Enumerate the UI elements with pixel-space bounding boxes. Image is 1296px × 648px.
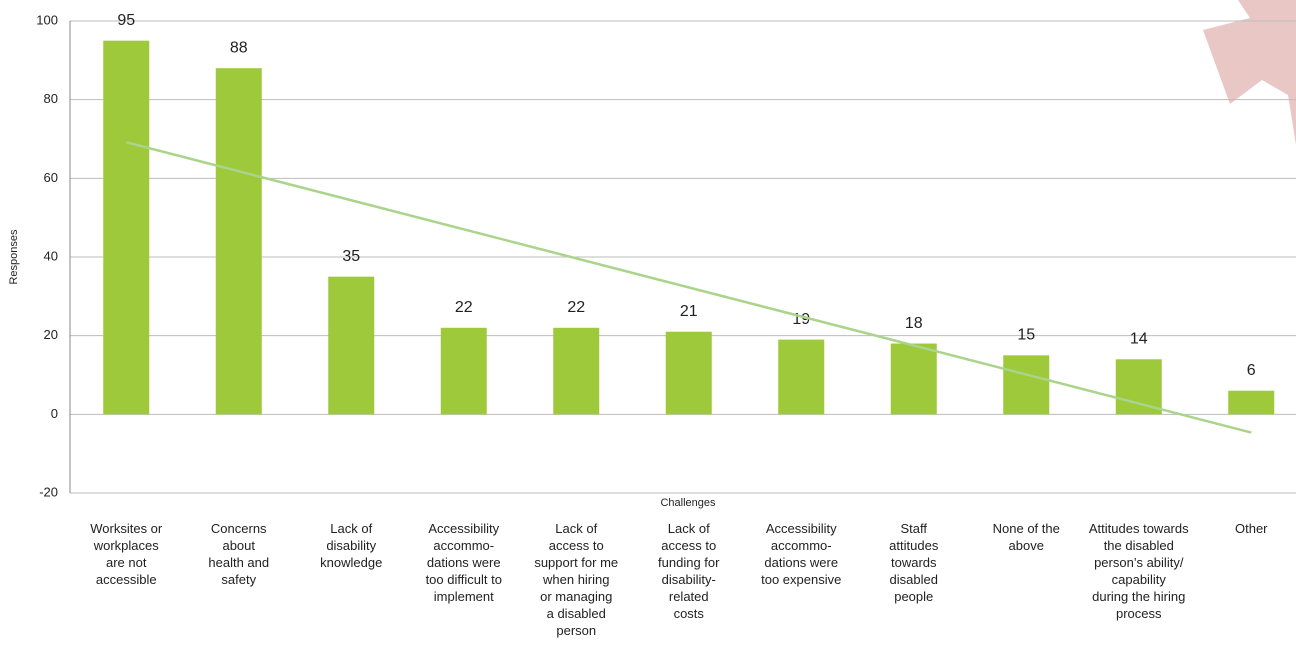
bar: [553, 327, 600, 415]
value-label: 35: [342, 248, 360, 265]
decoration: [1203, 0, 1296, 145]
y-tick-label: 60: [44, 170, 58, 185]
value-label: 18: [905, 315, 923, 332]
y-tick-label: 0: [51, 406, 58, 421]
y-tick-label: 40: [44, 248, 58, 263]
x-axis-title: Challenges: [660, 497, 716, 509]
x-tick-label: Staff attitudes towards disabled people: [889, 521, 939, 604]
value-label: 22: [455, 299, 473, 316]
bar: [103, 40, 150, 415]
x-tick-label: Other: [1235, 521, 1268, 536]
value-label: 88: [230, 39, 248, 56]
x-tick-label: Worksites or workplaces are not accessible: [90, 521, 163, 587]
x-tick-label: Attitudes towards the disabled person’s ab…: [1089, 521, 1189, 621]
x-tick-label: Lack of access to funding for disability-re…: [658, 521, 720, 621]
value-label: 14: [1130, 330, 1148, 347]
x-tick-label: Lack of disability knowledge: [320, 521, 382, 570]
bar: [665, 331, 712, 415]
bar: [890, 343, 937, 415]
value-label: 6: [1247, 362, 1256, 379]
trendline: [125, 141, 1252, 434]
y-tick-label: 100: [36, 12, 58, 27]
value-label: 15: [1017, 327, 1035, 344]
x-tick-label: None of the above: [993, 521, 1060, 553]
value-label: 21: [680, 303, 698, 320]
value-label: 22: [567, 299, 585, 316]
y-tick-label: -20: [39, 484, 58, 499]
bar: [778, 339, 825, 415]
x-tick-label: Lack of access to support for me when hirin…: [534, 521, 618, 638]
bar: [1003, 355, 1050, 415]
value-label: 95: [117, 12, 135, 29]
x-tick-label: Concerns about health and safety: [208, 521, 269, 587]
bar: [1115, 359, 1162, 415]
bar: [1228, 390, 1275, 415]
bar: [215, 68, 262, 415]
bar: [440, 327, 487, 415]
x-tick-label: Accessibility accommo-dations were too dif…: [426, 521, 502, 604]
x-tick-label: Accessibility accommo-dations were too exp…: [761, 521, 841, 587]
y-tick-label: 80: [44, 91, 58, 106]
y-axis-title: Responses: [8, 229, 20, 285]
y-tick-label: 20: [44, 327, 58, 342]
bar: [328, 276, 375, 415]
